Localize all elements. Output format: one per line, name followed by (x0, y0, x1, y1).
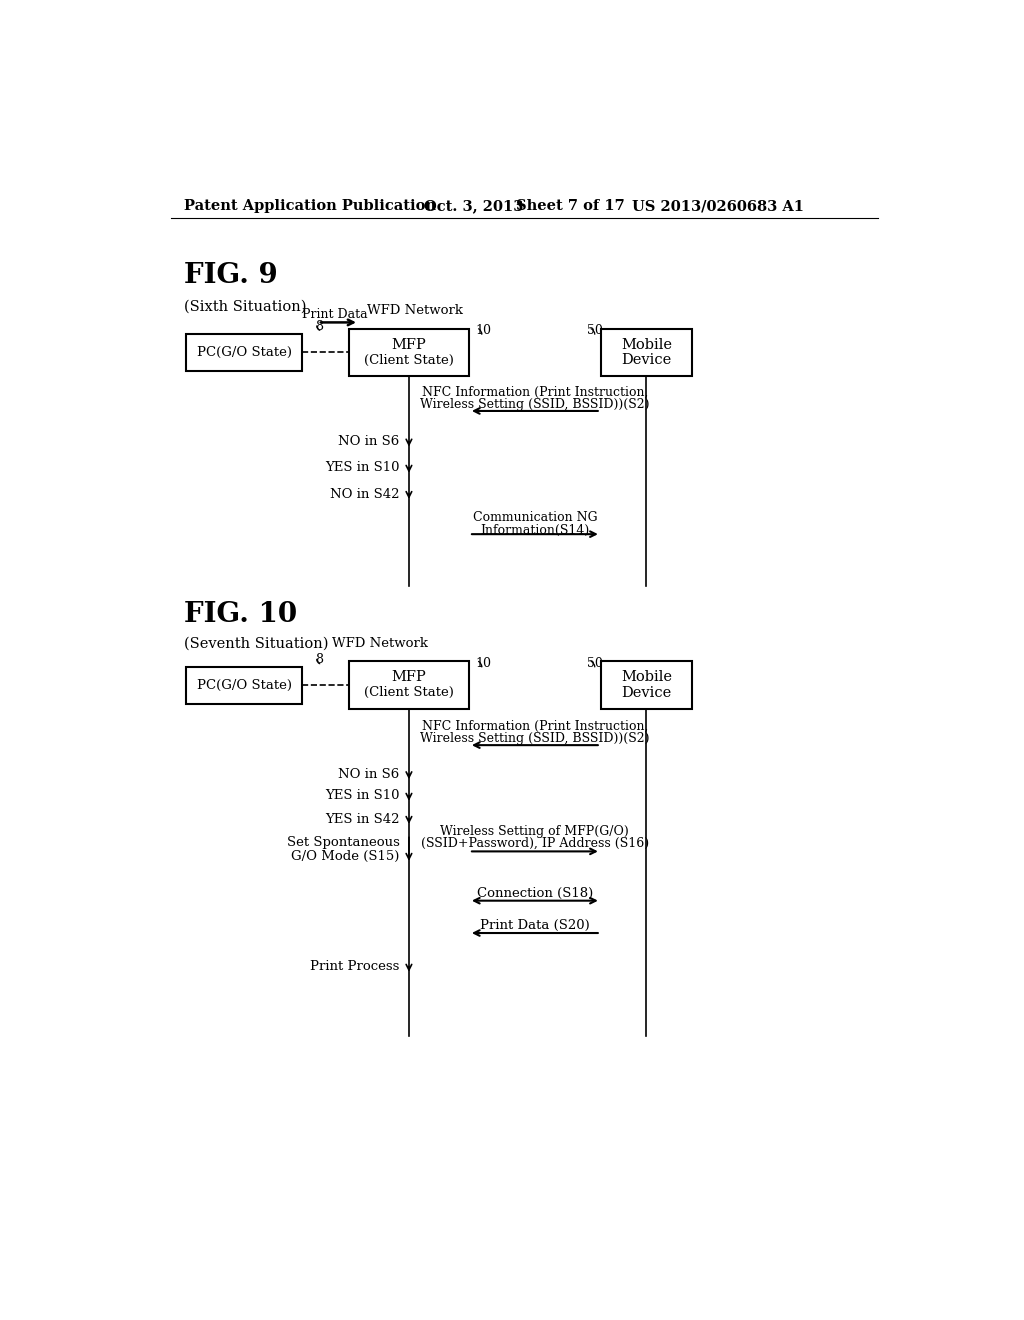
Text: NO in S6: NO in S6 (338, 768, 399, 781)
Text: NFC Information (Print Instruction,: NFC Information (Print Instruction, (422, 721, 648, 733)
Text: Print Data: Print Data (302, 308, 368, 321)
Text: 8: 8 (314, 319, 323, 333)
Text: 10: 10 (475, 325, 492, 338)
Text: US 2013/0260683 A1: US 2013/0260683 A1 (632, 199, 804, 213)
Text: Set Spontaneous: Set Spontaneous (287, 836, 399, 849)
Text: 8: 8 (314, 653, 323, 667)
Bar (601, 329, 692, 376)
Text: YES in S42: YES in S42 (326, 813, 399, 825)
Bar (349, 661, 469, 709)
Text: Connection (S18): Connection (S18) (477, 887, 593, 899)
Text: Device: Device (622, 354, 672, 367)
Text: Wireless Setting of MFP(G/O): Wireless Setting of MFP(G/O) (440, 825, 630, 838)
Text: 10: 10 (475, 657, 492, 671)
Text: (Sixth Situation): (Sixth Situation) (183, 300, 306, 314)
Text: Wireless Setting (SSID, BSSID))(S2): Wireless Setting (SSID, BSSID))(S2) (420, 399, 649, 412)
Text: PC(G/O State): PC(G/O State) (197, 678, 292, 692)
Text: (Seventh Situation): (Seventh Situation) (183, 636, 329, 651)
Text: (Client State): (Client State) (364, 686, 454, 700)
Text: FIG. 9: FIG. 9 (183, 261, 278, 289)
Text: PC(G/O State): PC(G/O State) (197, 346, 292, 359)
Text: FIG. 10: FIG. 10 (183, 601, 297, 628)
Text: (Client State): (Client State) (364, 354, 454, 367)
Text: Wireless Setting (SSID, BSSID))(S2): Wireless Setting (SSID, BSSID))(S2) (420, 733, 649, 746)
Text: MFP: MFP (391, 671, 426, 684)
Text: Mobile: Mobile (621, 671, 672, 684)
Bar (186, 667, 302, 704)
Text: Oct. 3, 2013: Oct. 3, 2013 (424, 199, 523, 213)
Text: NFC Information (Print Instruction,: NFC Information (Print Instruction, (422, 385, 648, 399)
Text: (SSID+Password), IP Address (S16): (SSID+Password), IP Address (S16) (421, 837, 649, 850)
Text: NO in S6: NO in S6 (338, 436, 399, 449)
Text: Print Process: Print Process (310, 961, 399, 973)
Text: Patent Application Publication: Patent Application Publication (183, 199, 436, 213)
Text: YES in S10: YES in S10 (326, 462, 399, 474)
Text: WFD Network: WFD Network (367, 305, 463, 317)
Text: 50: 50 (587, 325, 603, 338)
Text: 50: 50 (587, 657, 603, 671)
Text: WFD Network: WFD Network (332, 638, 428, 649)
Bar (186, 334, 302, 371)
Text: Device: Device (622, 686, 672, 700)
Text: Information(S14): Information(S14) (480, 524, 590, 537)
Text: G/O Mode (S15): G/O Mode (S15) (291, 850, 399, 862)
Bar (349, 329, 469, 376)
Text: YES in S10: YES in S10 (326, 789, 399, 803)
Text: Communication NG: Communication NG (472, 511, 597, 524)
Text: Sheet 7 of 17: Sheet 7 of 17 (515, 199, 625, 213)
Text: Mobile: Mobile (621, 338, 672, 351)
Text: NO in S42: NO in S42 (330, 487, 399, 500)
Text: Print Data (S20): Print Data (S20) (480, 919, 590, 932)
Bar (601, 661, 692, 709)
Text: MFP: MFP (391, 338, 426, 351)
